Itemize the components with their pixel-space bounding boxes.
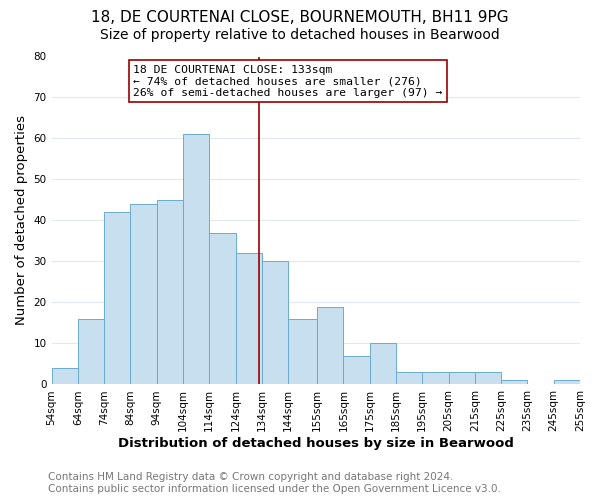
Bar <box>501 380 527 384</box>
Bar <box>78 319 104 384</box>
X-axis label: Distribution of detached houses by size in Bearwood: Distribution of detached houses by size … <box>118 437 514 450</box>
Bar <box>52 368 78 384</box>
Bar <box>236 254 262 384</box>
Bar <box>449 372 475 384</box>
Bar <box>475 372 501 384</box>
Bar <box>422 372 449 384</box>
Bar <box>317 306 343 384</box>
Bar <box>157 200 183 384</box>
Bar <box>104 212 130 384</box>
Bar <box>209 233 236 384</box>
Text: 18 DE COURTENAI CLOSE: 133sqm
← 74% of detached houses are smaller (276)
26% of : 18 DE COURTENAI CLOSE: 133sqm ← 74% of d… <box>133 64 443 98</box>
Bar <box>396 372 422 384</box>
Bar <box>370 344 396 384</box>
Text: Contains HM Land Registry data © Crown copyright and database right 2024.
Contai: Contains HM Land Registry data © Crown c… <box>48 472 501 494</box>
Bar <box>130 204 157 384</box>
Text: Size of property relative to detached houses in Bearwood: Size of property relative to detached ho… <box>100 28 500 42</box>
Text: 18, DE COURTENAI CLOSE, BOURNEMOUTH, BH11 9PG: 18, DE COURTENAI CLOSE, BOURNEMOUTH, BH1… <box>91 10 509 25</box>
Y-axis label: Number of detached properties: Number of detached properties <box>15 116 28 326</box>
Bar <box>288 319 317 384</box>
Bar <box>262 262 288 384</box>
Bar <box>183 134 209 384</box>
Bar <box>554 380 580 384</box>
Bar <box>343 356 370 384</box>
